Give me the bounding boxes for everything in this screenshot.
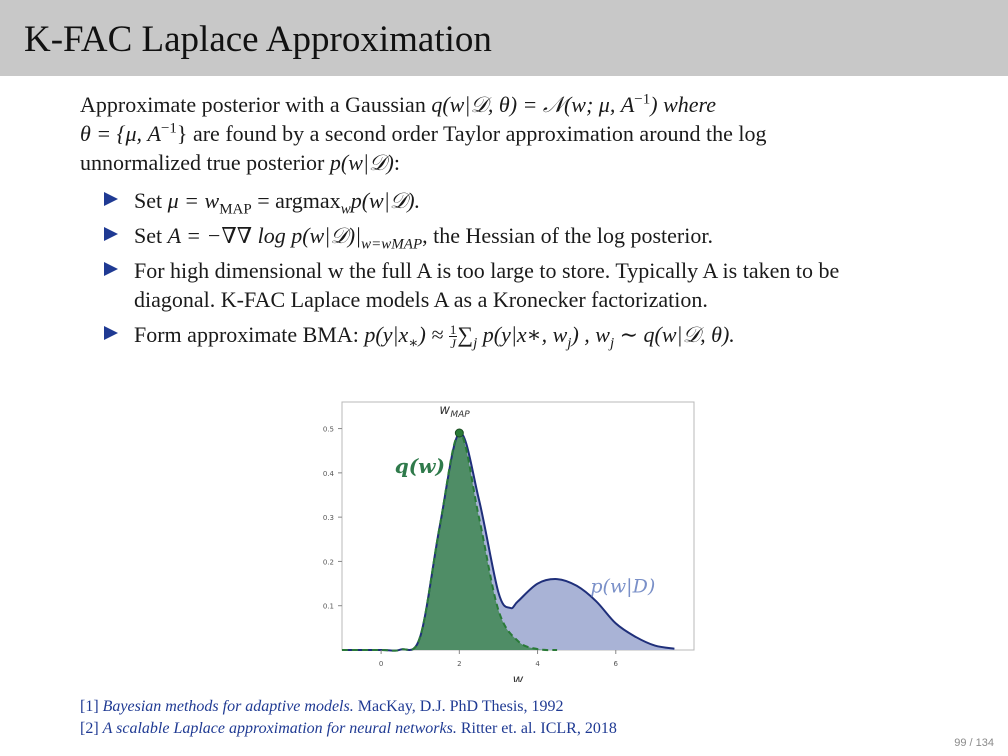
bullet-set-mu: Set μ = wMAP = argmaxwp(w|𝒟). (104, 186, 964, 217)
posterior-plot: 0.1 0.2 0.3 0.4 0.5 0 2 4 6 w w MAP q(w) p(w|D) (310, 392, 710, 688)
map-label: w (439, 403, 450, 418)
intro-paragraph: Approximate posterior with a Gaussian q(… (80, 90, 940, 177)
x-tick-label: 6 (614, 660, 619, 668)
map-label-subscript: MAP (450, 410, 470, 420)
y-tick-label: 0.1 (323, 603, 334, 611)
reference-1: [1] Bayesian methods for adaptive models… (80, 698, 564, 715)
references: [1] Bayesian methods for adaptive models… (80, 696, 960, 740)
triangle-bullet-icon (104, 262, 118, 276)
bullet-list: Set μ = wMAP = argmaxwp(w|𝒟). Set A = −∇… (104, 186, 964, 356)
y-tick-label: 0.3 (323, 514, 334, 522)
bullet-set-a: Set A = −∇∇ log p(w|𝒟)|w=wMAP, the Hessi… (104, 221, 964, 252)
p-label: p(w|D) (590, 575, 655, 597)
intro-line-3: unnormalized true posterior p(w|𝒟): (80, 150, 400, 175)
slide-title: K-FAC Laplace Approximation (24, 19, 492, 60)
triangle-bullet-icon (104, 326, 118, 340)
x-tick-label: 2 (457, 660, 461, 668)
intro-line-2: θ = {μ, A−1} are found by a second order… (80, 120, 767, 146)
page-number: 99 / 134 (954, 737, 994, 749)
title-bar: K-FAC Laplace Approximation (0, 0, 1008, 76)
y-tick-label: 0.4 (323, 470, 335, 478)
map-point-marker (454, 428, 464, 438)
reference-2: [2] A scalable Laplace approximation for… (80, 720, 617, 737)
x-tick-label: 4 (535, 660, 540, 668)
triangle-bullet-icon (104, 192, 118, 206)
triangle-bullet-icon (104, 227, 118, 241)
x-tick-label: 0 (379, 660, 383, 668)
intro-line-1: Approximate posterior with a Gaussian q(… (80, 91, 717, 117)
bullet-bma: Form approximate BMA: p(y|x∗) ≈ 1 J ∑j p(y… (104, 320, 964, 352)
y-tick-label: 0.2 (323, 558, 334, 566)
bullet-high-dimensional: For high dimensional w the full A is too… (104, 256, 964, 314)
q-label: q(w) (395, 454, 445, 478)
q-area (342, 432, 558, 651)
y-tick-label: 0.5 (323, 426, 334, 434)
x-axis-label: w (513, 673, 524, 682)
